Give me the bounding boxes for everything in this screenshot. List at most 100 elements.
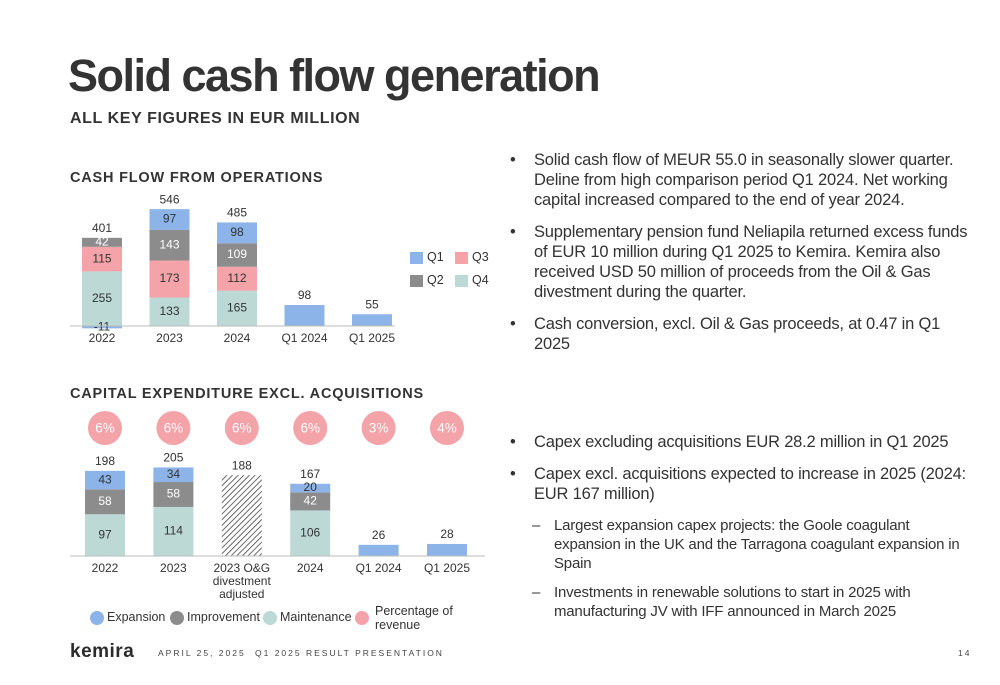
segment-label: 58 bbox=[167, 487, 181, 501]
legend-label-box: Percentage of revenue bbox=[375, 604, 453, 632]
segment-label: 42 bbox=[95, 234, 109, 248]
segment-label: 112 bbox=[227, 271, 246, 285]
bar-segment bbox=[290, 492, 331, 511]
bullet: Cash conversion, excl. Oil & Gas proceed… bbox=[508, 314, 976, 354]
revenue-share-marker bbox=[361, 411, 396, 445]
slide-subtitle: ALL KEY FIGURES IN EUR MILLION bbox=[70, 110, 361, 127]
revenue-share-marker bbox=[156, 411, 191, 445]
total-label: 198 bbox=[95, 454, 115, 468]
sub-bullet: Investments in renewable solutions to st… bbox=[508, 583, 976, 621]
revenue-share-label: 6% bbox=[95, 421, 115, 436]
legend-label: Improvement bbox=[187, 610, 260, 624]
x-tick-label: Q1 2025 bbox=[348, 332, 396, 345]
x-tick-label: 2023 bbox=[160, 562, 187, 575]
total-label: 98 bbox=[298, 288, 312, 302]
legend-swatch bbox=[455, 252, 468, 264]
total-label: 485 bbox=[227, 206, 247, 220]
x-tick-label-box: 2023 bbox=[156, 332, 183, 345]
legend-label-box: Q3 bbox=[472, 250, 489, 264]
slide-title: Solid cash flow generation bbox=[68, 50, 601, 101]
x-tick-label-box: 2023 bbox=[160, 562, 187, 575]
x-tick-label: 2024 bbox=[223, 332, 251, 345]
bar-segment bbox=[149, 229, 190, 261]
x-tick-label: Q1 2025 bbox=[423, 562, 471, 575]
x-tick-label-box: 2023 O&G divestment adjusted bbox=[212, 562, 271, 601]
bar-segment bbox=[217, 243, 257, 267]
x-tick-label: 2023 O&G divestment adjusted bbox=[212, 562, 271, 601]
segment-label: 97 bbox=[163, 212, 177, 226]
bar-segment bbox=[153, 506, 194, 556]
bar-segment bbox=[149, 297, 190, 326]
segment-label: 106 bbox=[300, 525, 320, 539]
legend-swatch bbox=[170, 611, 184, 625]
bar-segment bbox=[82, 326, 122, 329]
bar-segment bbox=[82, 237, 122, 247]
legend-swatch bbox=[455, 275, 468, 287]
legend-label-box: Q4 bbox=[472, 273, 489, 287]
legend-swatch bbox=[90, 611, 104, 625]
total-bar bbox=[221, 475, 262, 556]
footer-date: APRIL 25, 2025 bbox=[158, 648, 246, 658]
x-tick-label: 2022 bbox=[91, 562, 119, 575]
bar-segment bbox=[153, 482, 194, 507]
segment-label: 173 bbox=[159, 271, 179, 285]
bullets-bottom: Capex excluding acquisitions EUR 28.2 mi… bbox=[508, 432, 976, 631]
revenue-share-label: 4% bbox=[437, 421, 457, 436]
revenue-share-marker bbox=[430, 411, 464, 445]
bar-segment bbox=[352, 314, 392, 326]
bar-segment bbox=[85, 470, 125, 490]
legend-swatch bbox=[355, 611, 369, 625]
x-tick-label: Q1 2024 bbox=[281, 332, 328, 345]
segment-label: 114 bbox=[164, 524, 183, 538]
bar-segment bbox=[217, 222, 257, 244]
total-label: 26 bbox=[372, 528, 386, 542]
x-tick-label-box: Q1 2024 bbox=[355, 562, 402, 575]
segment-label: 97 bbox=[98, 527, 112, 541]
bar-segment bbox=[290, 510, 331, 556]
total-label: 28 bbox=[440, 527, 454, 541]
legend-label: Q1 bbox=[427, 250, 444, 264]
bar-segment bbox=[290, 483, 331, 493]
x-tick-label-box: Q1 2025 bbox=[423, 562, 471, 575]
bullets-top: Solid cash flow of MEUR 55.0 in seasonal… bbox=[508, 150, 976, 366]
segment-label: 43 bbox=[98, 472, 112, 486]
legend-label: Maintenance bbox=[280, 610, 352, 624]
x-tick-label-box: 2022 bbox=[91, 562, 119, 575]
segment-label: 20 bbox=[304, 480, 318, 494]
total-bar bbox=[427, 543, 467, 556]
x-tick-label-box: 2024 bbox=[223, 332, 251, 345]
segment-label: 143 bbox=[159, 237, 179, 251]
segment-label: 109 bbox=[227, 247, 247, 261]
segment-label: 115 bbox=[92, 251, 111, 265]
segment-label: 255 bbox=[92, 291, 112, 305]
chart-title: CAPITAL EXPENDITURE EXCL. ACQUISITIONS bbox=[70, 386, 424, 402]
bar-segment bbox=[85, 489, 125, 515]
segment-label: 42 bbox=[304, 494, 318, 508]
logo: kemira bbox=[70, 641, 135, 662]
charts: CASH FLOW FROM OPERATIONS25511542-114012… bbox=[70, 170, 489, 632]
legend-label-box: Q2 bbox=[427, 273, 444, 287]
segment-label: 58 bbox=[98, 494, 112, 508]
bar-segment bbox=[217, 266, 257, 291]
total-label: 546 bbox=[159, 192, 179, 206]
legend-label: Q3 bbox=[472, 250, 489, 264]
segment-label: 98 bbox=[230, 225, 244, 239]
legend-label-box: Q1 bbox=[427, 250, 444, 264]
total-bar bbox=[358, 544, 399, 556]
sub-bullet: Largest expansion capex projects: the Go… bbox=[508, 516, 976, 573]
revenue-share-marker bbox=[88, 411, 122, 445]
total-label: 401 bbox=[92, 221, 112, 235]
x-tick-label: 2023 bbox=[156, 332, 183, 345]
bar-segment bbox=[149, 260, 190, 298]
bar-segment bbox=[217, 290, 257, 326]
legend-label-box: Expansion bbox=[107, 610, 165, 624]
bullet: Capex excluding acquisitions EUR 28.2 mi… bbox=[508, 432, 976, 452]
revenue-share-label: 6% bbox=[232, 421, 252, 436]
bar-segment bbox=[82, 271, 122, 326]
x-tick-label: Q1 2024 bbox=[355, 562, 402, 575]
x-tick-label: 2022 bbox=[88, 332, 116, 345]
legend-label: Percentage of revenue bbox=[375, 604, 453, 632]
bullet: Capex excl. acquisitions expected to inc… bbox=[508, 464, 976, 504]
revenue-share-label: 6% bbox=[300, 421, 320, 436]
page-number: 14 bbox=[958, 648, 972, 658]
